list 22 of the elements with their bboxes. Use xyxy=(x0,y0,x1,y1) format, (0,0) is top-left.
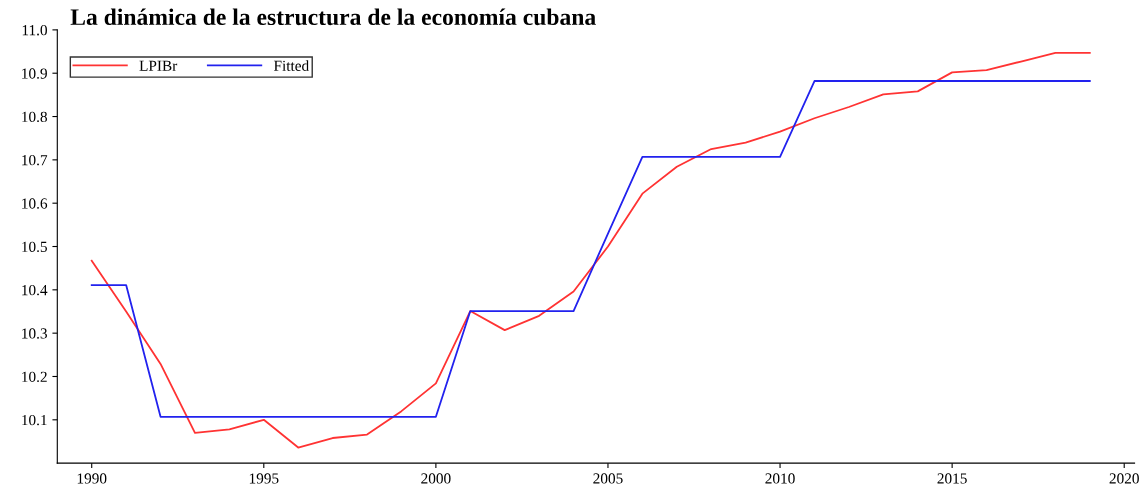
x-tick-label: 2010 xyxy=(765,473,795,484)
y-tick-label: 10.5 xyxy=(22,241,47,253)
legend-label: Fitted xyxy=(273,60,309,71)
y-tick-label: 10.1 xyxy=(22,414,47,426)
y-tick-label: 10.9 xyxy=(22,68,47,79)
y-tick-label: 10.2 xyxy=(22,371,47,383)
y-tick-label: 10.3 xyxy=(22,328,47,339)
y-tick-label: 10.4 xyxy=(22,284,48,296)
y-tick-label: 10.7 xyxy=(22,155,48,166)
y-tick-label: 10.6 xyxy=(22,198,48,209)
legend-label: LPIBr xyxy=(139,60,178,71)
y-tick-label: 11.0 xyxy=(22,25,47,36)
x-tick-label: 2015 xyxy=(937,473,967,484)
x-tick-label: 2005 xyxy=(593,473,623,484)
x-tick-label: 1990 xyxy=(77,473,107,484)
x-tick-label: 1995 xyxy=(249,473,279,484)
line-series xyxy=(90,51,1091,449)
x-tick-label: 2020 xyxy=(1109,473,1139,484)
line-series xyxy=(90,80,1091,418)
chart-title: La dinámica de la estructura de la economía cubana xyxy=(70,8,596,26)
y-tick-label: 10.8 xyxy=(22,111,47,123)
x-tick-label: 2000 xyxy=(421,473,451,484)
